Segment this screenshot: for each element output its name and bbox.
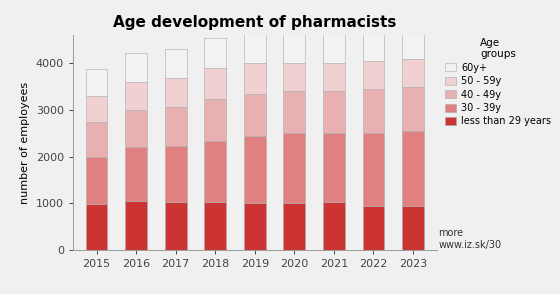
Bar	[165, 49, 186, 78]
Bar	[165, 146, 186, 202]
Bar	[402, 59, 424, 87]
Bar	[363, 89, 384, 133]
Bar	[244, 203, 265, 250]
Bar	[86, 69, 108, 96]
Bar	[283, 91, 305, 133]
Bar	[283, 203, 305, 250]
Legend: 60y+, 50 - 59y, 40 - 49y, 30 - 39y, less than 29 years: 60y+, 50 - 59y, 40 - 49y, 30 - 39y, less…	[444, 36, 553, 128]
Bar	[283, 26, 305, 63]
Bar	[204, 38, 226, 69]
Bar	[125, 201, 147, 250]
Bar	[125, 110, 147, 147]
Text: more
www.iz.sk/30: more www.iz.sk/30	[438, 228, 502, 250]
Bar	[323, 202, 345, 250]
Bar	[323, 91, 345, 133]
Bar	[244, 28, 265, 63]
Bar	[363, 24, 384, 61]
Bar	[125, 147, 147, 201]
Bar	[165, 202, 186, 250]
Bar	[323, 28, 345, 63]
Bar	[283, 133, 305, 203]
Bar	[323, 63, 345, 91]
Bar	[125, 53, 147, 82]
Bar	[323, 133, 345, 202]
Bar	[204, 69, 226, 99]
Bar	[244, 93, 265, 136]
Bar	[283, 63, 305, 91]
Bar	[244, 136, 265, 203]
Bar	[165, 107, 186, 146]
Bar	[363, 133, 384, 206]
Bar	[244, 63, 265, 93]
Bar	[402, 21, 424, 59]
Bar	[363, 61, 384, 89]
Bar	[363, 206, 384, 250]
Bar	[86, 157, 108, 204]
Bar	[125, 82, 147, 110]
Y-axis label: number of employees: number of employees	[20, 81, 30, 204]
Bar	[86, 96, 108, 122]
Bar	[204, 202, 226, 250]
Title: Age development of pharmacists: Age development of pharmacists	[113, 15, 396, 30]
Bar	[402, 131, 424, 206]
Bar	[204, 99, 226, 141]
Bar	[204, 141, 226, 202]
Bar	[402, 87, 424, 131]
Bar	[86, 122, 108, 157]
Bar	[86, 204, 108, 250]
Bar	[402, 206, 424, 250]
Bar	[165, 78, 186, 107]
